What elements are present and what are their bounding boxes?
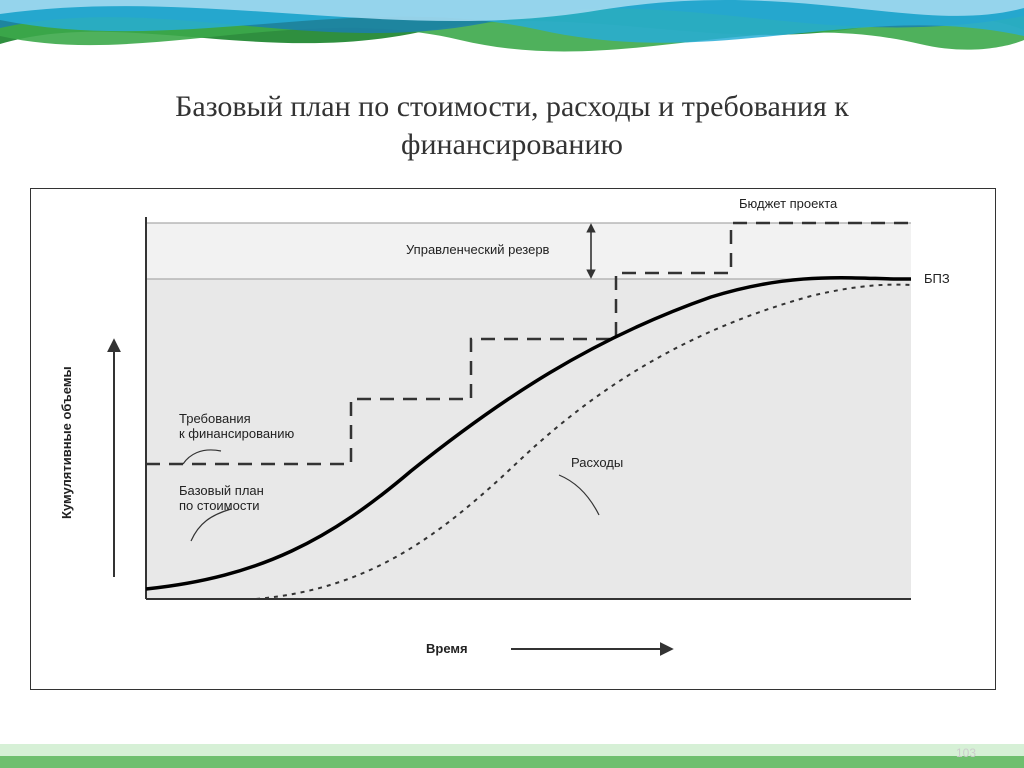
- funding-label: Требования к финансированию: [179, 411, 294, 441]
- budget-label: Бюджет проекта: [739, 196, 837, 211]
- x-axis-label: Время: [426, 641, 468, 656]
- bottom-strip-decor: [0, 736, 1024, 768]
- baseline-label: Базовый план по стоимости: [179, 483, 264, 513]
- chart-frame: Бюджет проекта Управленческий резерв БПЗ…: [30, 188, 996, 690]
- cost-chart: [31, 189, 995, 689]
- expenses-label: Расходы: [571, 455, 623, 470]
- bpz-label: БПЗ: [924, 271, 950, 286]
- page-number: 103: [956, 746, 976, 760]
- title-line-1: Базовый план по стоимости, расходы и тре…: [175, 90, 849, 123]
- title-line-2: финансированию: [401, 128, 623, 161]
- header-wave-decor: [0, 0, 1024, 75]
- reserve-label: Управленческий резерв: [406, 242, 549, 257]
- page-title: Базовый план по стоимости, расходы и тре…: [0, 88, 1024, 163]
- y-axis-label: Кумулятивные объемы: [59, 366, 74, 519]
